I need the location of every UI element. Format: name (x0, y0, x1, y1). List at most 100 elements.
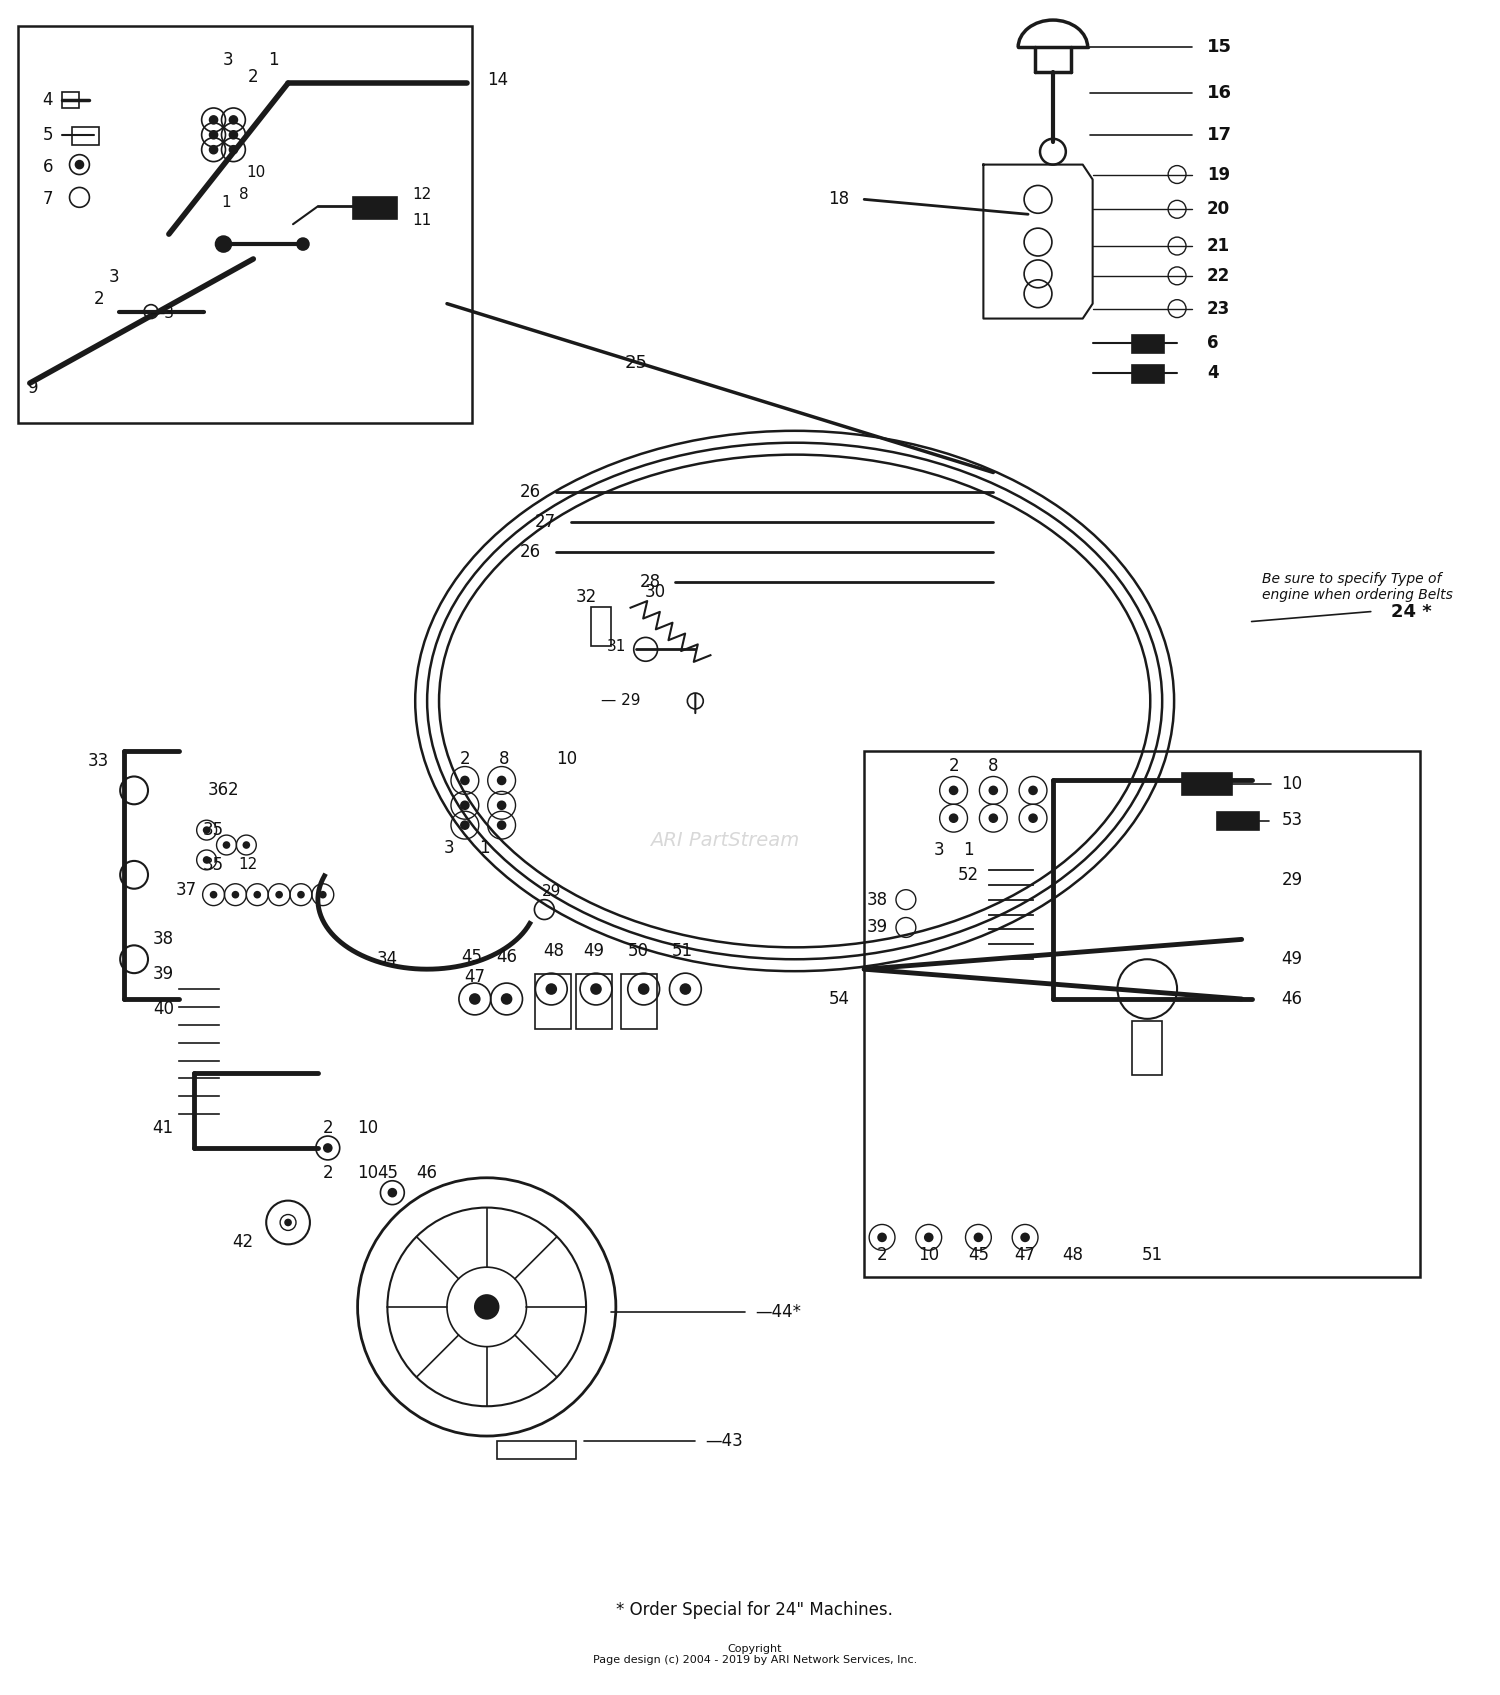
Text: 10: 10 (357, 1164, 378, 1181)
Bar (591, 607, 610, 646)
Text: 51: 51 (1142, 1246, 1162, 1264)
Text: 47: 47 (465, 968, 486, 986)
Circle shape (546, 985, 556, 993)
Circle shape (501, 993, 512, 1003)
Text: 45: 45 (376, 1164, 398, 1181)
Text: 2: 2 (248, 68, 258, 86)
Circle shape (210, 146, 218, 154)
Circle shape (476, 1295, 498, 1319)
Text: 51: 51 (672, 942, 693, 961)
Circle shape (990, 814, 998, 822)
Text: 8: 8 (988, 756, 999, 775)
Text: 24 *: 24 * (1390, 603, 1431, 620)
Text: 2: 2 (878, 1246, 888, 1264)
Text: 5: 5 (42, 125, 52, 144)
Text: 49: 49 (584, 942, 604, 961)
Bar (496, 1441, 576, 1459)
Circle shape (230, 146, 237, 154)
Bar (352, 197, 398, 219)
Circle shape (878, 1234, 886, 1241)
Circle shape (210, 115, 218, 124)
Text: 3: 3 (933, 841, 944, 859)
Text: 22: 22 (1208, 266, 1230, 285)
Text: 40: 40 (153, 1000, 174, 1019)
Bar (576, 975, 612, 1029)
Text: 12: 12 (413, 186, 432, 202)
Text: 29: 29 (1281, 871, 1302, 888)
Text: 12: 12 (238, 858, 258, 873)
Text: 21: 21 (1208, 237, 1230, 254)
Circle shape (950, 814, 957, 822)
Circle shape (204, 827, 210, 834)
Text: —3: —3 (148, 307, 174, 320)
Text: 2: 2 (948, 756, 958, 775)
Text: 50: 50 (628, 942, 650, 961)
Text: 23: 23 (1208, 300, 1230, 317)
Text: 10: 10 (246, 164, 266, 180)
Text: 10: 10 (918, 1246, 939, 1264)
Text: 10: 10 (357, 1119, 378, 1137)
Circle shape (990, 786, 998, 795)
Circle shape (216, 236, 231, 253)
Text: 9: 9 (28, 380, 39, 397)
Text: 11: 11 (413, 212, 432, 227)
Circle shape (591, 985, 602, 993)
Circle shape (1029, 786, 1036, 795)
Bar (536, 975, 572, 1029)
Text: 17: 17 (1208, 125, 1231, 144)
Circle shape (460, 776, 470, 785)
Text: 42: 42 (232, 1234, 254, 1251)
Text: 26: 26 (520, 542, 542, 561)
Text: 38: 38 (867, 890, 888, 909)
Circle shape (498, 820, 506, 829)
Circle shape (926, 1234, 933, 1241)
Circle shape (1022, 1234, 1029, 1241)
Text: 8: 8 (238, 186, 248, 202)
Text: 27: 27 (536, 514, 556, 531)
Bar (1132, 1020, 1162, 1075)
Circle shape (498, 776, 506, 785)
Text: 31: 31 (606, 639, 625, 654)
Bar (62, 92, 80, 108)
Text: 2: 2 (322, 1164, 333, 1181)
Bar (864, 751, 1420, 1276)
Text: 26: 26 (520, 483, 542, 502)
Circle shape (950, 786, 957, 795)
Text: 2: 2 (94, 290, 105, 308)
Text: 35: 35 (202, 820, 223, 839)
Text: 3: 3 (110, 268, 120, 286)
Text: 37: 37 (176, 881, 196, 898)
Text: 47: 47 (1014, 1246, 1035, 1264)
Bar (1182, 773, 1231, 795)
Text: 3: 3 (224, 51, 234, 69)
Text: 7: 7 (42, 190, 52, 208)
Text: 39: 39 (867, 919, 888, 936)
Bar (18, 25, 472, 422)
Text: 1: 1 (963, 841, 974, 859)
Bar (1132, 364, 1164, 383)
Text: 3: 3 (444, 839, 454, 858)
Text: 54: 54 (828, 990, 849, 1009)
Circle shape (210, 892, 216, 898)
Text: 1: 1 (480, 839, 490, 858)
Text: 6: 6 (42, 158, 52, 176)
Circle shape (388, 1188, 396, 1197)
Circle shape (230, 115, 237, 124)
Text: 41: 41 (153, 1119, 174, 1137)
Text: 28: 28 (639, 573, 660, 592)
Text: 49: 49 (1281, 951, 1302, 968)
Circle shape (975, 1234, 982, 1241)
Circle shape (232, 892, 238, 898)
Circle shape (204, 858, 210, 863)
Text: 2: 2 (459, 749, 470, 768)
Text: 35: 35 (202, 856, 223, 875)
Text: 2: 2 (228, 781, 238, 800)
Text: 6: 6 (1208, 334, 1218, 353)
Text: 10: 10 (555, 749, 578, 768)
Text: 14: 14 (486, 71, 508, 90)
Circle shape (460, 802, 470, 809)
Text: 25: 25 (624, 354, 646, 373)
Text: 16: 16 (1208, 85, 1231, 102)
Circle shape (75, 161, 84, 168)
Text: 33: 33 (88, 751, 110, 770)
